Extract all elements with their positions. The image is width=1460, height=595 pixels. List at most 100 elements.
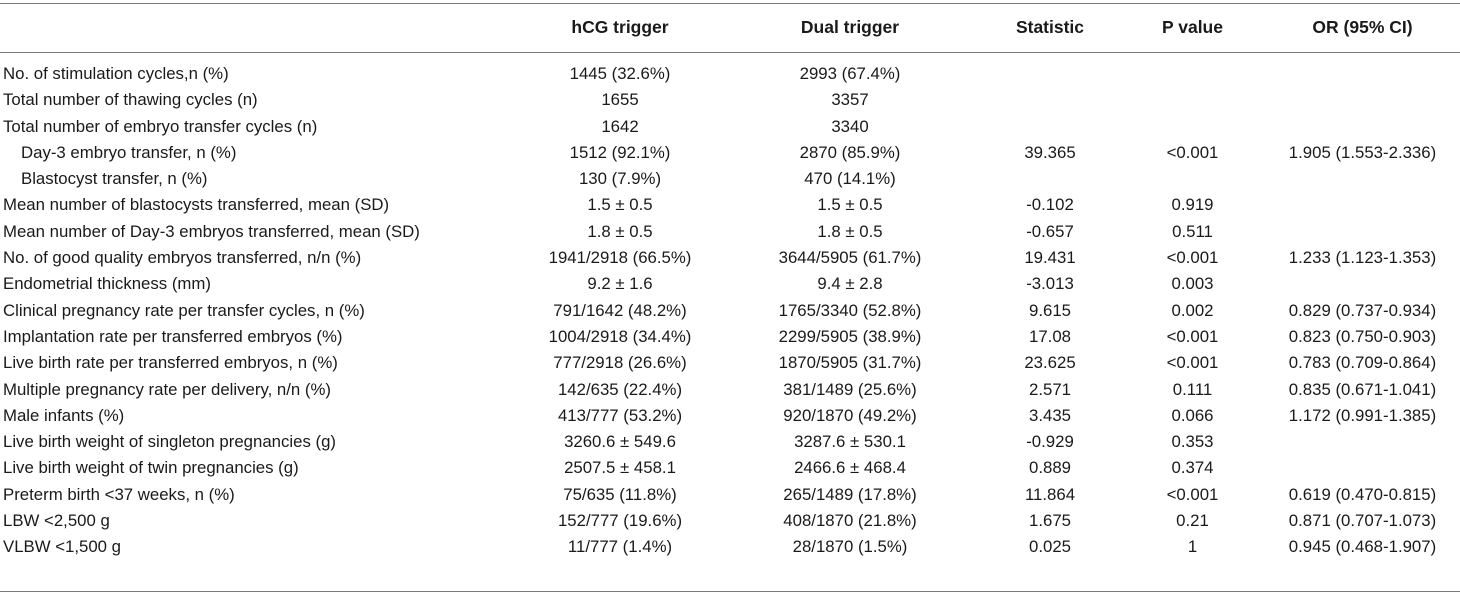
- header-dual-trigger: Dual trigger: [800, 17, 900, 37]
- table-row: Day-3 embryo transfer, n (%) 1512 (92.1%)…: [0, 140, 1460, 166]
- cell-statistic: 9.615: [1029, 300, 1071, 320]
- cell-odds-ratio: 0.835 (0.671-1.041): [1288, 379, 1437, 399]
- cell-odds-ratio: [1265, 219, 1460, 245]
- cell-dual-trigger: 1765/3340 (52.8%): [778, 300, 922, 320]
- row-label: Mean number of blastocysts transferred, …: [3, 195, 390, 215]
- cell-hcg-trigger: 1655: [601, 90, 639, 110]
- cell-hcg-trigger: 142/635 (22.4%): [557, 379, 683, 399]
- cell-statistic: -0.929: [1026, 432, 1074, 452]
- cell-statistic: [975, 114, 1125, 140]
- cell-p-value: [1120, 166, 1265, 192]
- cell-statistic: 0.889: [1029, 458, 1071, 478]
- cell-dual-trigger: 408/1870 (21.8%): [783, 511, 917, 531]
- table-row: Endometrial thickness (mm) 9.2 ± 1.6 9.4 ±…: [0, 271, 1460, 297]
- cell-dual-trigger: 3340: [831, 116, 869, 136]
- table-row: No. of good quality embryos transferred,…: [0, 245, 1460, 271]
- cell-dual-trigger: 28/1870 (1.5%): [792, 537, 908, 557]
- cell-p-value: <0.001: [1166, 353, 1219, 373]
- row-label: Total number of embryo transfer cycles (…: [3, 116, 318, 136]
- cell-odds-ratio: 1.905 (1.553-2.336): [1288, 142, 1437, 162]
- header-odds-ratio: OR (95% CI): [1312, 17, 1413, 37]
- cell-statistic: 39.365: [1024, 142, 1076, 162]
- cell-hcg-trigger: 130 (7.9%): [578, 169, 662, 189]
- cell-p-value: <0.001: [1166, 142, 1219, 162]
- table-row: Implantation rate per transferred embryo…: [0, 324, 1460, 350]
- cell-statistic: 23.625: [1024, 353, 1076, 373]
- table-row: Multiple pregnancy rate per delivery, n/…: [0, 377, 1460, 403]
- cell-p-value: [1120, 114, 1265, 140]
- cell-p-value: 0.111: [1172, 379, 1213, 399]
- cell-odds-ratio: 0.829 (0.737-0.934): [1288, 300, 1437, 320]
- row-label: Live birth weight of twin pregnancies (g…: [3, 458, 299, 478]
- table-row: No. of stimulation cycles,n (%) 1445 (32.…: [0, 61, 1460, 87]
- table-row: LBW <2,500 g 152/777 (19.6%) 408/1870 (21.…: [0, 508, 1460, 534]
- cell-dual-trigger: 470 (14.1%): [804, 169, 896, 189]
- table-header-row: hCG trigger Dual trigger Statistic P val…: [0, 4, 1460, 52]
- cell-hcg-trigger: 1512 (92.1%): [569, 142, 671, 162]
- table-header-rule: [0, 52, 1460, 53]
- cell-statistic: 11.864: [1024, 484, 1076, 504]
- cell-hcg-trigger: 1445 (32.6%): [569, 64, 671, 83]
- cell-p-value: <0.001: [1166, 484, 1219, 504]
- table-row: Preterm birth <37 weeks, n (%) 75/635 (11…: [0, 482, 1460, 508]
- cell-statistic: 19.431: [1024, 248, 1076, 268]
- cell-hcg-trigger: 777/2918 (26.6%): [553, 353, 687, 373]
- cell-p-value: 0.511: [1172, 221, 1213, 241]
- cell-p-value: 0.374: [1171, 458, 1214, 478]
- row-label: Live birth rate per transferred embryos,…: [3, 353, 338, 373]
- cell-hcg-trigger: 1.5 ± 0.5: [587, 195, 653, 215]
- cell-odds-ratio: 0.619 (0.470-0.815): [1288, 484, 1437, 504]
- cell-p-value: 0.353: [1171, 432, 1214, 452]
- cell-statistic: [975, 166, 1125, 192]
- cell-odds-ratio: [1265, 192, 1460, 218]
- table-top-rule: [0, 3, 1460, 4]
- row-label: Preterm birth <37 weeks, n (%): [3, 484, 235, 504]
- cell-odds-ratio: [1265, 87, 1460, 113]
- cell-statistic: -3.013: [1026, 274, 1074, 294]
- cell-hcg-trigger: 1004/2918 (34.4%): [548, 326, 692, 346]
- table-row: Total number of embryo transfer cycles (…: [0, 114, 1460, 140]
- table-row: Live birth weight of singleton pregnanci…: [0, 429, 1460, 455]
- cell-odds-ratio: [1265, 429, 1460, 455]
- cell-dual-trigger: 2466.6 ± 468.4: [794, 458, 906, 478]
- cell-odds-ratio: [1265, 455, 1460, 481]
- cell-dual-trigger: 3644/5905 (61.7%): [778, 248, 922, 268]
- cell-statistic: 17.08: [1029, 326, 1071, 346]
- cell-statistic: 1.675: [1029, 511, 1071, 531]
- cell-hcg-trigger: 9.2 ± 1.6: [587, 274, 653, 294]
- row-label: Live birth weight of singleton pregnanci…: [3, 432, 337, 452]
- table-bottom-rule: [0, 591, 1460, 592]
- cell-p-value: 0.919: [1171, 195, 1214, 215]
- table-row: Clinical pregnancy rate per transfer cyc…: [0, 298, 1460, 324]
- row-label: Male infants (%): [3, 405, 125, 425]
- row-label: Mean number of Day-3 embryos transferred…: [3, 221, 420, 241]
- cell-dual-trigger: 3287.6 ± 530.1: [794, 432, 906, 452]
- table-row: Male infants (%) 413/777 (53.2%) 920/1870 …: [0, 403, 1460, 429]
- cell-hcg-trigger: 1642: [601, 116, 639, 136]
- row-label: LBW <2,500 g: [3, 511, 110, 531]
- cell-odds-ratio: [1265, 271, 1460, 297]
- cell-statistic: 3.435: [1029, 405, 1071, 425]
- cell-odds-ratio: 0.871 (0.707-1.073): [1288, 511, 1437, 531]
- cell-dual-trigger: 920/1870 (49.2%): [783, 405, 917, 425]
- cell-p-value: 0.066: [1171, 405, 1214, 425]
- cell-statistic: -0.102: [1026, 195, 1074, 215]
- cell-statistic: -0.657: [1026, 221, 1074, 241]
- cell-p-value: 0.21: [1176, 511, 1209, 531]
- cell-p-value: 0.003: [1171, 274, 1214, 294]
- cell-odds-ratio: [1265, 114, 1460, 140]
- cell-dual-trigger: 1.8 ± 0.5: [817, 221, 883, 241]
- cell-p-value: [1120, 87, 1265, 113]
- cell-odds-ratio: [1265, 61, 1460, 87]
- cell-hcg-trigger: 1941/2918 (66.5%): [548, 248, 692, 268]
- table-row: Live birth rate per transferred embryos,…: [0, 350, 1460, 376]
- cell-hcg-trigger: 791/1642 (48.2%): [553, 300, 687, 320]
- cell-hcg-trigger: 152/777 (19.6%): [557, 511, 683, 531]
- cell-dual-trigger: 265/1489 (17.8%): [783, 484, 917, 504]
- table-row: Mean number of blastocysts transferred, …: [0, 192, 1460, 218]
- cell-statistic: 2.571: [1029, 379, 1071, 399]
- cell-dual-trigger: 381/1489 (25.6%): [783, 379, 917, 399]
- row-label: Total number of thawing cycles (n): [3, 90, 258, 110]
- header-p-value: P value: [1162, 17, 1223, 37]
